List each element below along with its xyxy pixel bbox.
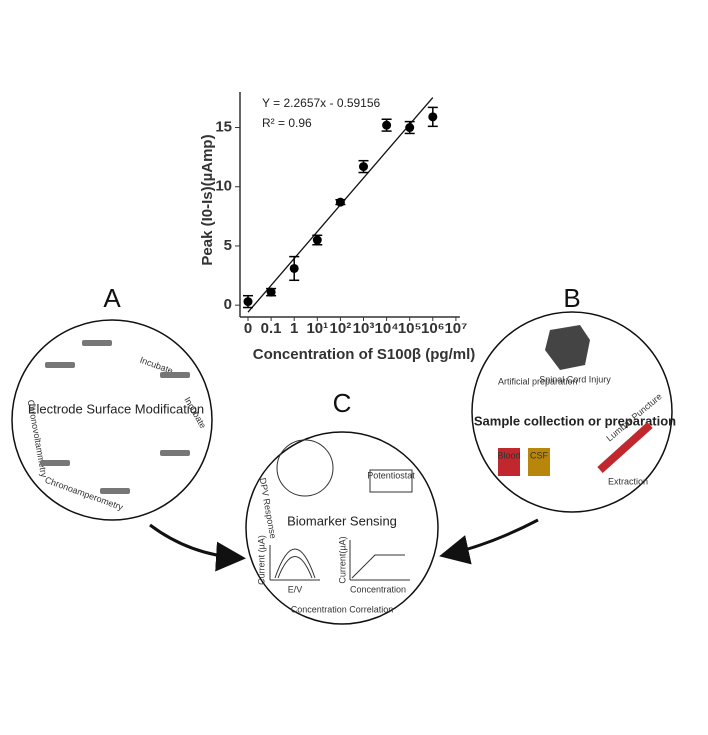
x-tick-label: 0 [244, 320, 252, 337]
step-label: CSF [530, 450, 549, 460]
x-axis-label: Concentration of S100β (pg/ml) [253, 346, 476, 363]
x-tick-label: 0.1 [261, 320, 282, 337]
data-point [405, 123, 415, 133]
y-tick-label: 10 [215, 178, 232, 195]
y-tick-label: 0 [224, 296, 232, 313]
step-label: Current (µA) [256, 535, 266, 585]
panel-letter: B [563, 283, 580, 313]
csf-tube [528, 448, 550, 476]
data-point [312, 235, 322, 245]
zoom-circle [276, 439, 334, 497]
electrodes [40, 340, 190, 494]
x-tick-label: 10¹ [306, 320, 328, 337]
data-point [289, 263, 299, 273]
y-tick-label: 5 [224, 237, 232, 254]
step-label: DPV Response [258, 477, 279, 539]
equation: Y = 2.2657x - 0.59156 [262, 96, 381, 110]
x-tick-label: 10² [330, 320, 352, 337]
panel-letter: C [333, 388, 352, 418]
syringe [597, 422, 653, 473]
blood-tube [498, 448, 520, 476]
step-label: Concentration Correlation [291, 604, 394, 614]
x-tick-label: 10³ [353, 320, 375, 337]
x-tick-label: 10⁶ [421, 320, 445, 337]
x-tick-label: 10⁵ [398, 320, 422, 337]
step-label: Blood [497, 450, 520, 460]
step-label: Current(µA) [337, 536, 347, 583]
panel-outlines [11, 311, 673, 625]
step-label: E/V [288, 584, 303, 594]
x-tick-label: 10⁷ [444, 320, 467, 337]
step-label: Spinal Cord Injury [539, 374, 611, 384]
x-tick-label: 1 [290, 320, 298, 337]
data-point [243, 297, 253, 307]
x-tick-label: 10⁴ [375, 320, 399, 337]
step-label: Artificial preparation [498, 376, 578, 386]
data-point [382, 120, 392, 130]
spine-icon [545, 325, 590, 370]
dpv-sketch [269, 545, 320, 581]
data-point [428, 112, 438, 122]
arrow-a-c [149, 523, 246, 572]
panel-title: Biomarker Sensing [287, 513, 397, 528]
data-point [266, 287, 276, 297]
step-label: Extraction [608, 476, 648, 486]
calibration-sketch [349, 540, 410, 581]
data-point [359, 162, 368, 172]
y-tick-label: 15 [215, 118, 232, 135]
panel-title: Sample collection or preparation [474, 413, 676, 428]
r-squared: R² = 0.96 [262, 116, 312, 130]
potentiostat [369, 469, 413, 493]
panel-letter: A [103, 283, 121, 313]
step-label: Concentration [350, 584, 406, 594]
y-axis-label: Peak (I0-Is)(µAmp) [199, 134, 216, 265]
step-label: Potentiostat [367, 470, 415, 480]
data-point [335, 197, 345, 207]
panel-title: Electrode Surface Modification [28, 401, 204, 416]
arrow-b-c [439, 518, 539, 565]
